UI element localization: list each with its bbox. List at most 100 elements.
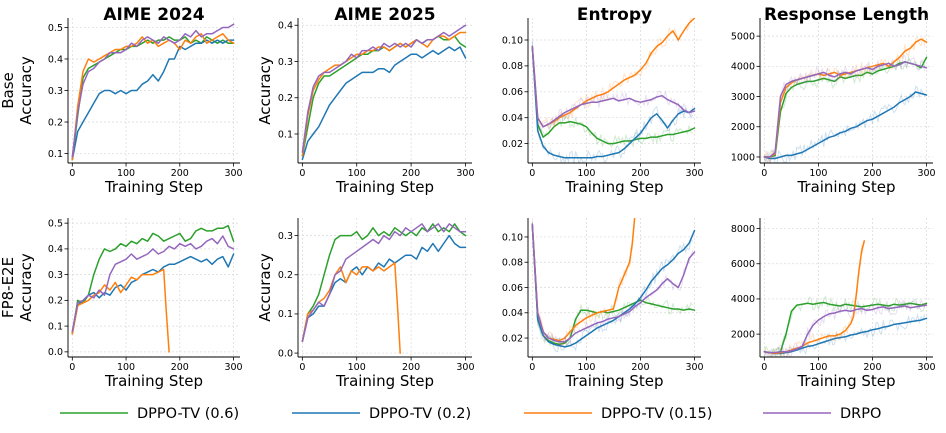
panel-r1-c1: 0 100 200 300 0.0 0.1 0.2 0.3 Training Step Accur… [256,218,475,390]
x-tick-label: 100 [117,362,135,373]
series-line-dppo_tv_02 [763,91,928,160]
x-tick-label: 200 [171,168,189,179]
y-tick-label: 0.5 [48,218,63,229]
panel-r0-c2: 0 100 200 300 0.02 0.04 0.06 0.08 0.10 Training S… [502,18,704,196]
x-tick-label: 200 [402,168,420,179]
legend-item-3: DRPO [763,406,881,422]
x-tick-label: 100 [117,168,135,179]
series-line-dppo_tv_02 [71,253,235,335]
y-tick-label: 2000 [731,122,755,133]
x-axis-label: Training Step [104,178,203,196]
x-tick-label: 0 [69,362,75,373]
series-line-dppo_tv_015 [301,262,401,354]
series-line-dppo_tv_06 [763,301,928,354]
panel-r1-c3: 0 100 200 300 2000 4000 6000 8000 Training Step [731,218,936,390]
row-label-1: FP8-E2E Accuracy [0,253,35,322]
series-line-drpo [301,24,467,153]
series-group [301,24,467,161]
series-line-dppo_tv_015 [71,268,170,353]
y-tick-label: 0.1 [278,129,293,140]
x-tick-label: 300 [917,362,935,373]
x-axis-label: Training Step [796,372,895,390]
y-axis-label: Accuracy [256,253,274,322]
x-axis-label: Training Step [564,178,663,196]
y-tick-label: 0.4 [278,21,293,32]
y-tick-label: 6000 [731,259,755,270]
y-tick-label: 0.08 [502,61,523,72]
x-axis-label: Training Step [796,178,895,196]
y-tick-label: 0.1 [278,309,293,320]
series-line-drpo [531,45,696,128]
panels: AIME 2024 AIME 2025 Entropy Response Length… [0,5,936,390]
x-tick-label: 200 [402,362,420,373]
series-noise-drpo [764,298,926,357]
x-tick-label: 200 [631,168,649,179]
panel-r0-c0: 0 100 200 300 0.1 0.2 0.3 0.4 0.5 Training Step [48,18,243,196]
panel-r1-c2: 0 100 200 300 0.02 0.04 0.06 0.08 0.10 Training S… [502,218,704,390]
x-tick-label: 300 [456,168,474,179]
y-tick-label: 0.2 [48,296,63,307]
x-tick-label: 200 [171,362,189,373]
x-tick-label: 100 [348,168,366,179]
x-tick-label: 300 [224,362,242,373]
series-noise-dppo_tv_015 [531,18,692,130]
series-line-dppo_tv_06 [301,223,467,343]
series-noise-dppo_tv_02 [763,85,926,163]
x-tick-label: 300 [685,168,703,179]
y-tick-label: 0.3 [278,231,293,242]
column-title-2: Entropy [577,5,652,25]
y-tick-label: 0.10 [502,232,523,243]
series-line-dppo_tv_02 [301,46,467,161]
series-line-dppo_tv_02 [71,39,235,161]
row-label-0: Base Accuracy [0,56,35,125]
series-group [531,218,696,353]
y-tick-label: 0.04 [502,113,523,124]
y-tick-label: 0.1 [48,321,63,332]
x-axis-label: Training Step [335,372,434,390]
y-tick-label: 0.4 [48,54,63,65]
y-tick-label: 0.3 [278,57,293,68]
series-line-drpo [71,235,235,333]
column-title-1: AIME 2025 [334,5,435,25]
y-tick-label: 0.5 [48,23,63,34]
x-tick-label: 0 [529,362,535,373]
legend-item-2: DPPO-TV (0.15) [524,406,712,422]
series-line-dppo_tv_02 [531,223,696,348]
x-axis-label: Training Step [564,372,663,390]
row-label-line-2: Accuracy [17,56,35,125]
legend: DPPO-TV (0.6) DPPO-TV (0.2) DPPO-TV (0.15)… [60,406,881,422]
x-tick-label: 300 [685,362,703,373]
x-tick-label: 100 [348,362,366,373]
series-line-dppo_tv_06 [71,224,235,335]
y-axis-label: Accuracy [256,56,274,125]
legend-label: DPPO-TV (0.2) [369,406,471,422]
x-tick-label: 0 [299,168,305,179]
series-line-drpo [301,223,467,343]
series-noise-dppo_tv_06 [531,228,694,348]
y-tick-label: 0.1 [48,149,63,160]
y-tick-label: 0.2 [278,93,293,104]
legend-label: DPPO-TV (0.6) [137,406,239,422]
row-label-line-1: FP8-E2E [0,257,17,318]
y-tick-label: 0.10 [502,35,523,46]
series-group [71,23,235,161]
row-label-line-2: Accuracy [17,253,35,322]
column-title-3: Response Length [764,5,929,25]
x-tick-label: 0 [299,362,305,373]
series-noise-dppo_tv_06 [763,295,926,357]
x-axis-label: Training Step [335,178,434,196]
series-line-dppo_tv_015 [763,38,928,158]
series-group [763,36,928,163]
series-line-dppo_tv_06 [531,223,696,346]
series-line-drpo [763,304,928,354]
x-tick-label: 200 [631,362,649,373]
y-tick-label: 0.4 [48,244,63,255]
y-tick-label: 5000 [731,31,755,42]
y-tick-label: 0.04 [502,308,523,319]
column-title-0: AIME 2024 [103,5,204,25]
y-tick-label: 0.08 [502,258,523,269]
panel-r0-c1: 0 100 200 300 0.1 0.2 0.3 0.4 Training Step Accur… [256,18,475,196]
x-tick-label: 300 [456,362,474,373]
series-line-dppo_tv_06 [763,56,928,158]
y-tick-label: 0.06 [502,87,523,98]
